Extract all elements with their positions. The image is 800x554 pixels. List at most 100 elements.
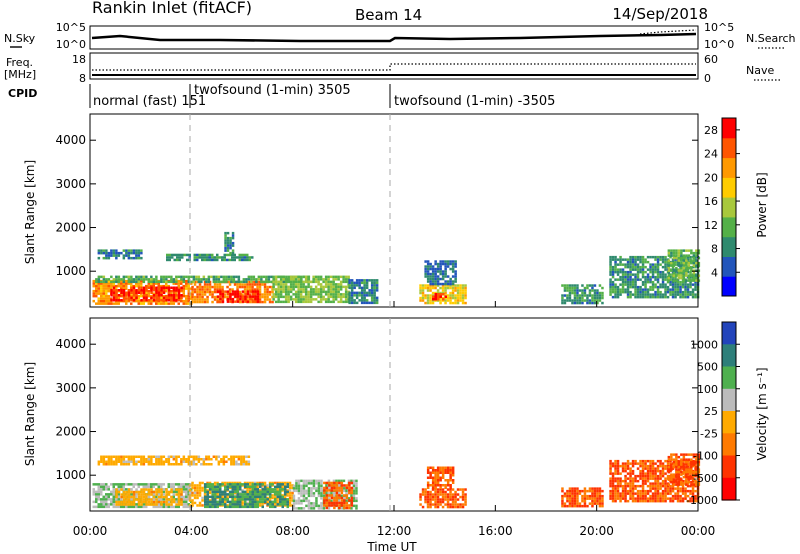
power-cell	[649, 293, 652, 296]
velocity-cell	[626, 499, 630, 503]
velocity-cell	[573, 499, 577, 503]
power-cell	[692, 274, 696, 277]
velocity-cell	[193, 484, 197, 487]
power-cell	[675, 249, 678, 252]
velocity-cell	[125, 500, 128, 504]
velocity-cell	[429, 474, 432, 477]
power-cell	[292, 275, 295, 279]
power-cell	[634, 268, 637, 271]
velocity-cell	[147, 493, 151, 496]
power-cell	[444, 275, 447, 278]
power-cell	[319, 300, 323, 304]
velocity-cell	[172, 458, 176, 461]
power-cell	[207, 275, 211, 279]
power-cell	[180, 294, 183, 297]
velocity-cell	[689, 484, 692, 488]
velocity-cell	[175, 498, 178, 501]
power-cell	[297, 275, 300, 279]
velocity-cell	[132, 498, 136, 501]
power-cell	[636, 265, 640, 269]
velocity-cell	[150, 490, 153, 494]
power-cell	[431, 286, 435, 290]
velocity-cell	[160, 460, 163, 463]
velocity-cell	[335, 486, 339, 490]
velocity-cell	[279, 485, 282, 489]
power-cell	[337, 290, 340, 294]
velocity-cell	[674, 487, 677, 490]
velocity-cell	[616, 472, 620, 475]
power-cell	[289, 275, 293, 279]
power-cell	[107, 302, 110, 305]
power-cell	[95, 287, 98, 290]
power-cell	[279, 280, 283, 284]
power-cell	[206, 300, 209, 304]
power-cell	[464, 296, 467, 300]
velocity-cell	[666, 492, 670, 495]
power-cell	[370, 281, 374, 285]
power-cell	[284, 300, 288, 304]
velocity-cell	[323, 491, 326, 495]
power-cell	[307, 283, 310, 286]
power-cell	[294, 298, 298, 301]
velocity-cell	[279, 483, 282, 486]
power-cell	[102, 297, 105, 300]
power-cell	[666, 290, 670, 294]
velocity-cell	[421, 488, 425, 491]
power-colorbar-swatch	[722, 137, 736, 159]
power-cell	[646, 268, 650, 271]
power-cell	[152, 282, 155, 285]
velocity-cell	[611, 497, 615, 500]
power-cell	[681, 283, 685, 286]
power-cell	[591, 294, 594, 297]
power-cell	[232, 275, 236, 279]
power-cell	[236, 292, 240, 296]
power-cell	[689, 290, 692, 294]
power-cell	[424, 286, 427, 290]
power-cell	[656, 288, 660, 291]
power-cell	[112, 289, 116, 292]
velocity-cell	[690, 453, 693, 456]
power-cell	[434, 262, 437, 266]
velocity-cell	[214, 495, 217, 499]
power-cell	[656, 275, 660, 279]
power-cell	[137, 282, 140, 285]
velocity-cell	[266, 493, 269, 496]
velocity-cell	[269, 503, 272, 506]
velocity-cell	[204, 505, 207, 509]
velocity-cell	[641, 467, 645, 470]
power-cell	[248, 256, 251, 259]
velocity-cell	[616, 479, 620, 483]
velocity-cell	[347, 479, 351, 483]
power-cell	[213, 285, 217, 289]
velocity-cell	[659, 487, 662, 490]
velocity-cell	[102, 505, 105, 509]
power-cell	[302, 280, 305, 284]
power-cell	[675, 274, 678, 277]
velocity-cell	[177, 503, 181, 506]
power-cell	[441, 260, 445, 263]
velocity-cell	[434, 498, 437, 501]
velocity-cell	[182, 498, 185, 501]
power-cell	[185, 299, 188, 303]
velocity-cell	[305, 497, 308, 500]
power-cell	[135, 296, 138, 299]
power-cell	[681, 290, 685, 294]
velocity-cell	[429, 495, 432, 499]
velocity-cell	[236, 498, 239, 501]
power-cell	[92, 282, 95, 285]
velocity-cell	[137, 503, 141, 506]
velocity-cell	[636, 499, 640, 503]
velocity-cell	[292, 494, 296, 498]
velocity-cell	[211, 498, 214, 501]
velocity-cell	[232, 455, 236, 458]
power-cell	[459, 296, 462, 300]
power-cell	[586, 299, 589, 302]
velocity-cell	[436, 493, 440, 496]
power-cell	[229, 246, 232, 250]
velocity-cell	[244, 493, 247, 496]
velocity-cell	[694, 494, 697, 498]
velocity-cell	[160, 488, 163, 491]
power-cell	[177, 279, 180, 283]
velocity-cell	[561, 497, 564, 500]
power-cell	[686, 268, 690, 271]
